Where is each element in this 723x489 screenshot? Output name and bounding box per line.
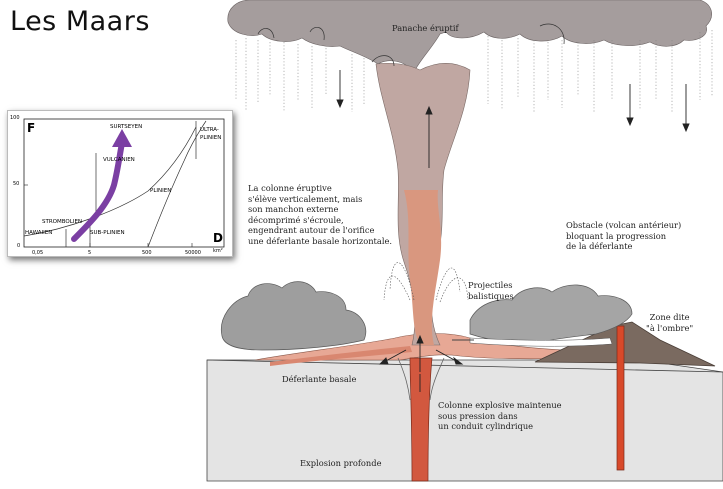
eruptive-plume-top: [227, 0, 712, 73]
curl-arrows: [257, 23, 565, 67]
inset-label-ultra: ULTRA-: [200, 127, 219, 133]
crater-flow-arrows: [378, 334, 474, 392]
column-core: [404, 190, 442, 345]
inset-xtick-unit: km²: [213, 248, 223, 254]
inset-xtick-3: 500: [142, 250, 152, 256]
ash-cloud-left: [220, 281, 367, 351]
ash-fall-streaks: [235, 30, 713, 112]
inset-boundaries: [23, 120, 207, 248]
crater-walls: [397, 357, 445, 401]
label-colonne: La colonne éruptive s'élève verticalemen…: [248, 183, 393, 246]
inset-xtick-2: 5: [88, 250, 92, 256]
inset-ytick-100: 100: [10, 115, 20, 121]
explosive-conduit: [409, 357, 433, 482]
maar-trajectory-arrow: [71, 140, 125, 242]
label-panache: Panache éruptif: [392, 23, 459, 33]
maar-trajectory-arrowhead: [112, 129, 132, 147]
inset-ytick-50: 50: [13, 181, 20, 187]
label-zone-ombre: Zone dite "à l'ombre": [646, 312, 694, 333]
fall-arrows: [336, 70, 690, 168]
page-title: Les Maars: [10, 6, 150, 37]
inset-label-hawaiien: HAWAIIEN: [25, 230, 53, 236]
inset-xtick-4: 50000: [185, 250, 201, 256]
eruption-classification-inset: F D 100 50 0 0,05 5 500 50000 km² SURTSE…: [7, 110, 233, 257]
older-volcano-conduit: [616, 325, 625, 471]
inset-label-plinien: PLINIEN: [150, 188, 172, 194]
ballistic-projectiles: [383, 262, 469, 303]
label-obstacle: Obstacle (volcan antérieur) bloquant la …: [566, 220, 682, 251]
inset-label-sub-plinien: SUB-PLINIEN: [90, 230, 125, 236]
inset-ytick-0: 0: [17, 243, 21, 249]
inset-axis-f: F: [27, 121, 36, 135]
white-surge-band: [469, 337, 613, 347]
label-deferlante: Déferlante basale: [282, 374, 357, 384]
inset-label-surtseyen: SURTSEYEN: [110, 124, 143, 130]
inset-plot: [23, 118, 225, 248]
label-conduit: Colonne explosive maintenue sous pressio…: [438, 400, 562, 431]
label-explosion: Explosion profonde: [300, 458, 382, 468]
surge-flow-left: [270, 346, 412, 366]
inset-axis-d: D: [213, 231, 223, 245]
inset-label-vulcanien: VULCANIEN: [103, 157, 135, 163]
inset-label-strombolien: STROMBOLIEN: [42, 219, 83, 225]
label-projectiles: Projectiles balistiques: [468, 280, 514, 301]
inset-label-ultra-plinien: PLINIEN: [200, 135, 222, 141]
inset-xtick-1: 0,05: [32, 250, 44, 256]
